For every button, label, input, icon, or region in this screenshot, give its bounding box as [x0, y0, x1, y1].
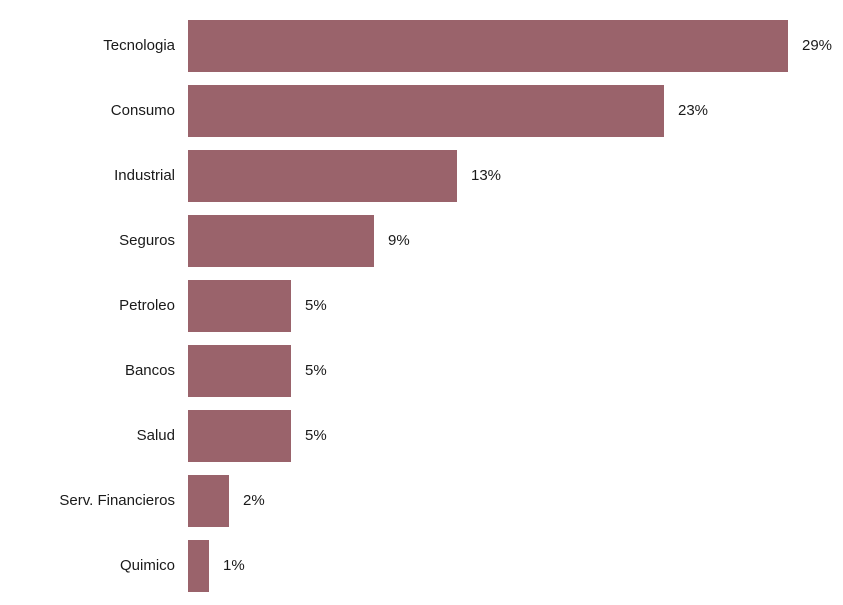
category-label: Bancos	[124, 362, 175, 379]
bar	[188, 149, 457, 202]
bar	[188, 409, 291, 462]
category-label: Quimico	[119, 557, 175, 574]
value-label: 5%	[305, 362, 327, 379]
bar	[188, 214, 374, 267]
bar-row: Petroleo 5%	[0, 273, 843, 338]
bar-row: Industrial 13%	[0, 143, 843, 208]
value-label: 1%	[223, 557, 245, 574]
bar-row: Tecnologia 29%	[0, 13, 843, 78]
category-label: Serv. Financieros	[59, 492, 175, 509]
bar	[188, 19, 788, 72]
bar-row: Consumo 23%	[0, 78, 843, 143]
value-label: 13%	[471, 167, 502, 184]
category-label: Consumo	[110, 102, 175, 119]
bar-row: Seguros 9%	[0, 208, 843, 273]
bar	[188, 84, 664, 137]
category-label: Petroleo	[119, 297, 175, 314]
value-label: 5%	[305, 427, 327, 444]
chart-plot-area: Tecnologia 29% Consumo 23% Industrial 13…	[0, 13, 843, 598]
value-label: 5%	[305, 297, 327, 314]
bar-row: Bancos 5%	[0, 338, 843, 403]
value-label: 2%	[243, 492, 265, 509]
bar	[188, 344, 291, 397]
bar	[188, 279, 291, 332]
bar	[188, 539, 209, 592]
category-label: Tecnologia	[103, 37, 175, 54]
category-label: Industrial	[114, 167, 175, 184]
bar	[188, 474, 229, 527]
value-label: 29%	[802, 37, 833, 54]
bar-row: Quimico 1%	[0, 533, 843, 598]
category-label: Seguros	[119, 232, 175, 249]
value-label: 9%	[388, 232, 410, 249]
value-label: 23%	[678, 102, 709, 119]
bar-row: Salud 5%	[0, 403, 843, 468]
category-label: Salud	[136, 427, 175, 444]
bar-row: Serv. Financieros 2%	[0, 468, 843, 533]
